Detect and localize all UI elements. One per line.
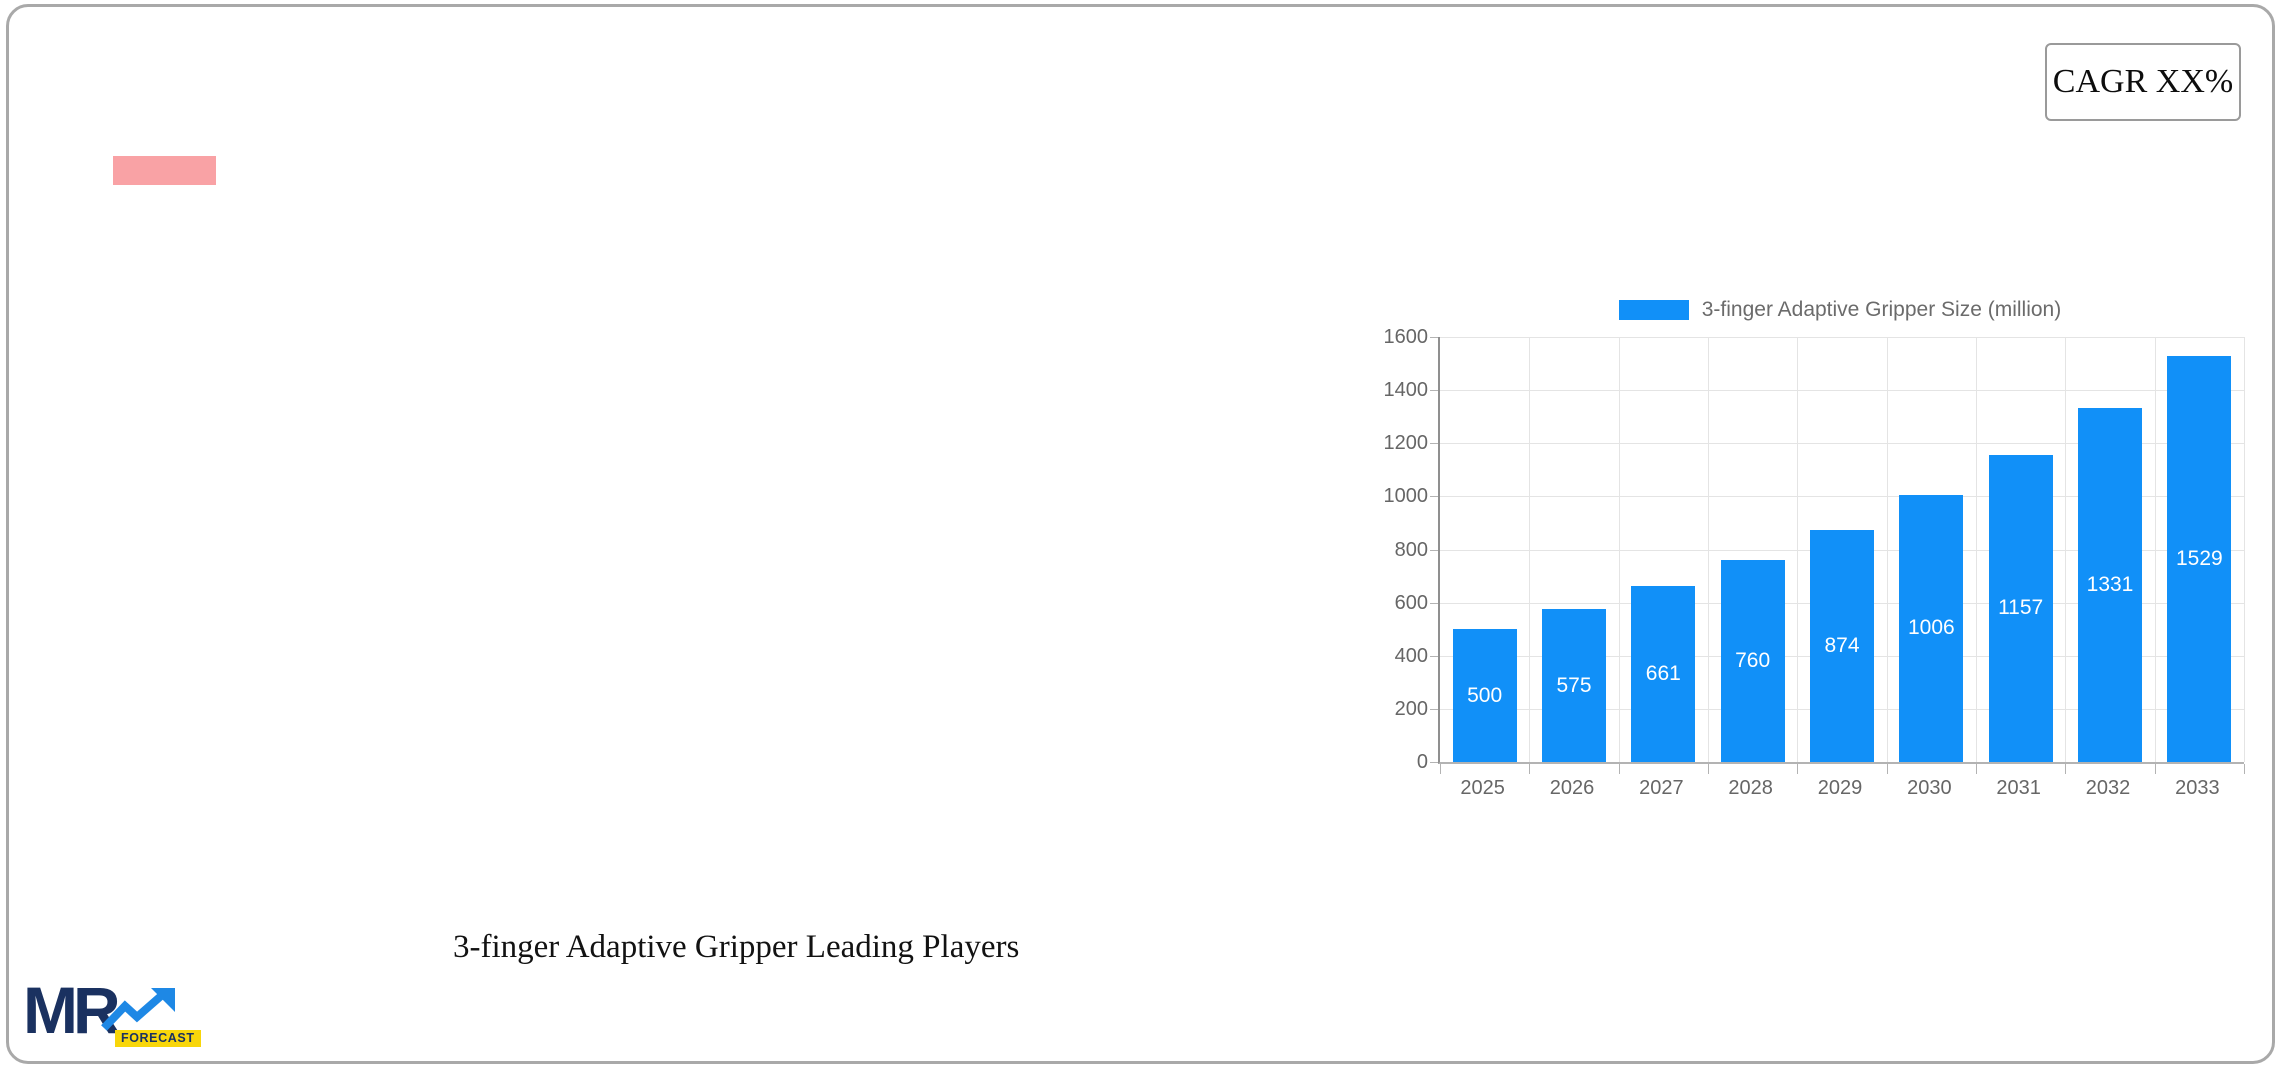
logo-forecast-tag: FORECAST xyxy=(115,1030,201,1047)
y-tick-label: 400 xyxy=(1394,644,1428,667)
x-tick xyxy=(1440,764,1441,774)
x-tick-label: 2033 xyxy=(2175,777,2220,799)
bar-value-label: 1331 xyxy=(2086,573,2134,597)
bar[interactable]: 1157 xyxy=(1988,454,2053,762)
bar-value-label: 874 xyxy=(1824,633,1860,657)
cagr-label: CAGR XX% xyxy=(2052,63,2234,100)
page-border xyxy=(6,4,2275,1064)
gridline xyxy=(1708,337,1709,762)
x-tick-label: 2025 xyxy=(1460,777,1505,799)
y-tick xyxy=(1430,762,1438,763)
bar-value-label: 500 xyxy=(1467,683,1503,707)
gridline xyxy=(1976,337,1977,762)
legend-label[interactable]: 3-finger Adaptive Gripper Size (million) xyxy=(1701,298,2062,321)
gridline xyxy=(1797,337,1799,762)
y-tick-label: 0 xyxy=(1416,751,1428,773)
bar[interactable]: 1006 xyxy=(1899,494,1964,762)
x-tick xyxy=(2154,764,2156,774)
bar[interactable]: 760 xyxy=(1720,560,1785,762)
mr-forecast-logo: MR FORECAST xyxy=(23,973,201,1050)
x-tick-label: 2029 xyxy=(1817,777,1863,799)
highlight-swatch xyxy=(113,156,216,185)
gridline xyxy=(1440,443,2244,445)
x-tick xyxy=(2244,764,2245,774)
x-axis-labels: 2025 2026 2027 2028 2029 2030 2031 2032 2033 xyxy=(1438,776,2242,802)
x-tick-label: 2030 xyxy=(1907,777,1952,799)
y-tick-label: 600 xyxy=(1394,591,1428,614)
y-tick xyxy=(1430,602,1438,604)
legend-swatch[interactable] xyxy=(1618,300,1689,320)
page-title: 3-finger Adaptive Gripper Leading Player… xyxy=(453,929,1020,965)
y-tick xyxy=(1430,655,1438,657)
x-tick-label: 2028 xyxy=(1728,777,1773,799)
bar-value-label: 1529 xyxy=(2175,546,2223,570)
x-tick xyxy=(1708,764,1709,774)
x-tick-label: 2026 xyxy=(1549,777,1595,799)
gridline xyxy=(2065,337,2067,762)
y-tick-label: 1000 xyxy=(1383,485,1429,508)
chart-legend[interactable]: 3-finger Adaptive Gripper Size (million) xyxy=(1438,296,2242,324)
y-tick-label: 800 xyxy=(1394,538,1428,561)
gridline xyxy=(1886,337,1888,762)
bar[interactable]: 661 xyxy=(1631,586,1696,762)
x-tick xyxy=(1797,764,1799,774)
logo-mr-text: MR xyxy=(23,973,121,1047)
y-tick xyxy=(1430,337,1438,338)
plot-area: 500 575 661 760 874 1006 1157 1331 1529 xyxy=(1430,337,2245,774)
gridline xyxy=(2244,337,2245,762)
y-tick xyxy=(1430,549,1438,551)
y-tick xyxy=(1430,390,1438,392)
gridline xyxy=(1440,496,2244,498)
trend-arrow-icon xyxy=(101,988,175,1031)
x-tick xyxy=(1618,764,1620,774)
gridline xyxy=(1440,390,2244,392)
gridline xyxy=(1529,337,1531,762)
gridline xyxy=(1440,337,2244,338)
y-tick xyxy=(1430,443,1438,445)
gridline xyxy=(2154,337,2156,762)
bar[interactable]: 1331 xyxy=(2078,408,2142,762)
bar-value-label: 760 xyxy=(1735,649,1771,673)
y-tick-label: 200 xyxy=(1394,697,1428,720)
x-tick-label: 2031 xyxy=(1996,777,2041,799)
bar[interactable]: 874 xyxy=(1810,529,1874,762)
cagr-badge: CAGR XX% xyxy=(2045,43,2241,121)
x-tick xyxy=(1529,764,1531,774)
bar-chart: 3-finger Adaptive Gripper Size (million)… xyxy=(1370,296,2266,816)
bar-value-label: 1157 xyxy=(1998,596,2044,620)
y-tick xyxy=(1430,496,1438,498)
y-tick xyxy=(1430,708,1438,710)
x-tick xyxy=(2065,764,2067,774)
bar-value-label: 575 xyxy=(1556,673,1592,697)
y-tick-label: 1200 xyxy=(1383,432,1429,455)
bar[interactable]: 575 xyxy=(1542,609,1606,762)
x-tick-label: 2032 xyxy=(2085,777,2131,799)
gridline xyxy=(1618,337,1620,762)
x-tick xyxy=(1976,764,1977,774)
bar[interactable]: 500 xyxy=(1452,629,1517,762)
bar[interactable]: 1529 xyxy=(2167,355,2232,762)
x-tick xyxy=(1886,764,1888,774)
bar-value-label: 1006 xyxy=(1907,616,1955,640)
y-tick-label: 1400 xyxy=(1383,379,1429,402)
y-tick-label: 1600 xyxy=(1383,326,1429,348)
bar-value-label: 661 xyxy=(1645,662,1681,686)
x-tick-label: 2027 xyxy=(1639,777,1684,799)
